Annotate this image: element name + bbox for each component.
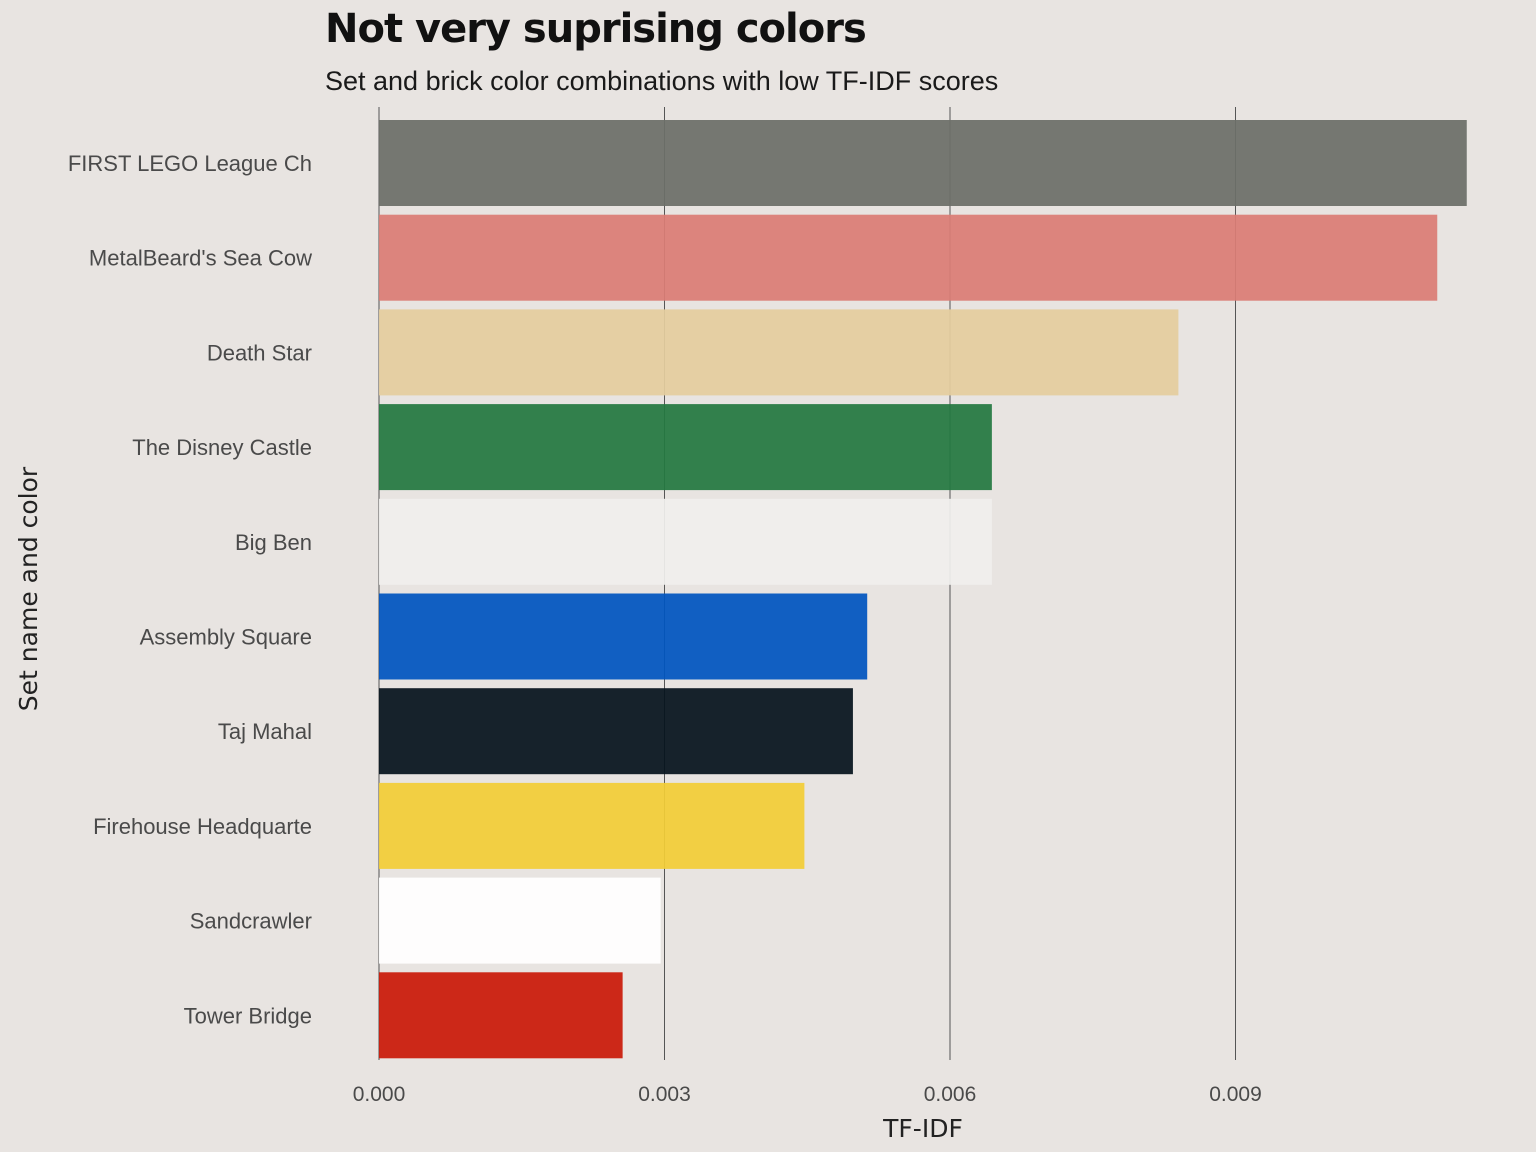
category-label: Sandcrawler — [190, 909, 312, 934]
bar — [379, 593, 868, 680]
category-labels: FIRST LEGO League Ch MetalBeard's Sea Cow… — [68, 151, 312, 1028]
x-tick-labels: 0.000 0.003 0.006 0.009 — [353, 1083, 1262, 1106]
category-label: Tower Bridge — [184, 1003, 312, 1028]
category-label: Assembly Square — [140, 625, 312, 650]
category-label: Firehouse Headquarte — [93, 814, 312, 839]
category-label: Taj Mahal — [218, 719, 312, 744]
y-axis-title: Set name and color — [14, 466, 43, 711]
chart-subtitle: Set and brick color combinations with lo… — [325, 66, 999, 96]
x-tick-label: 0.003 — [638, 1083, 691, 1106]
bars — [379, 120, 1467, 1059]
chart-title: Not very suprising colors — [325, 6, 867, 52]
category-label: Death Star — [207, 340, 312, 365]
category-label: MetalBeard's Sea Cow — [89, 246, 312, 271]
bar — [379, 214, 1438, 301]
bar — [379, 877, 661, 964]
x-axis-title: TF-IDF — [882, 1114, 963, 1143]
bar — [379, 404, 992, 491]
category-label: FIRST LEGO League Ch — [68, 151, 312, 176]
bar — [379, 972, 623, 1059]
bar — [379, 688, 853, 775]
bar — [379, 498, 992, 585]
bar — [379, 120, 1467, 206]
x-tick-label: 0.006 — [924, 1083, 977, 1106]
x-tick-label: 0.000 — [353, 1083, 406, 1106]
x-tick-label: 0.009 — [1209, 1083, 1262, 1106]
bar — [379, 309, 1179, 396]
bar — [379, 782, 805, 869]
category-label: Big Ben — [235, 530, 312, 555]
category-label: The Disney Castle — [132, 435, 312, 460]
